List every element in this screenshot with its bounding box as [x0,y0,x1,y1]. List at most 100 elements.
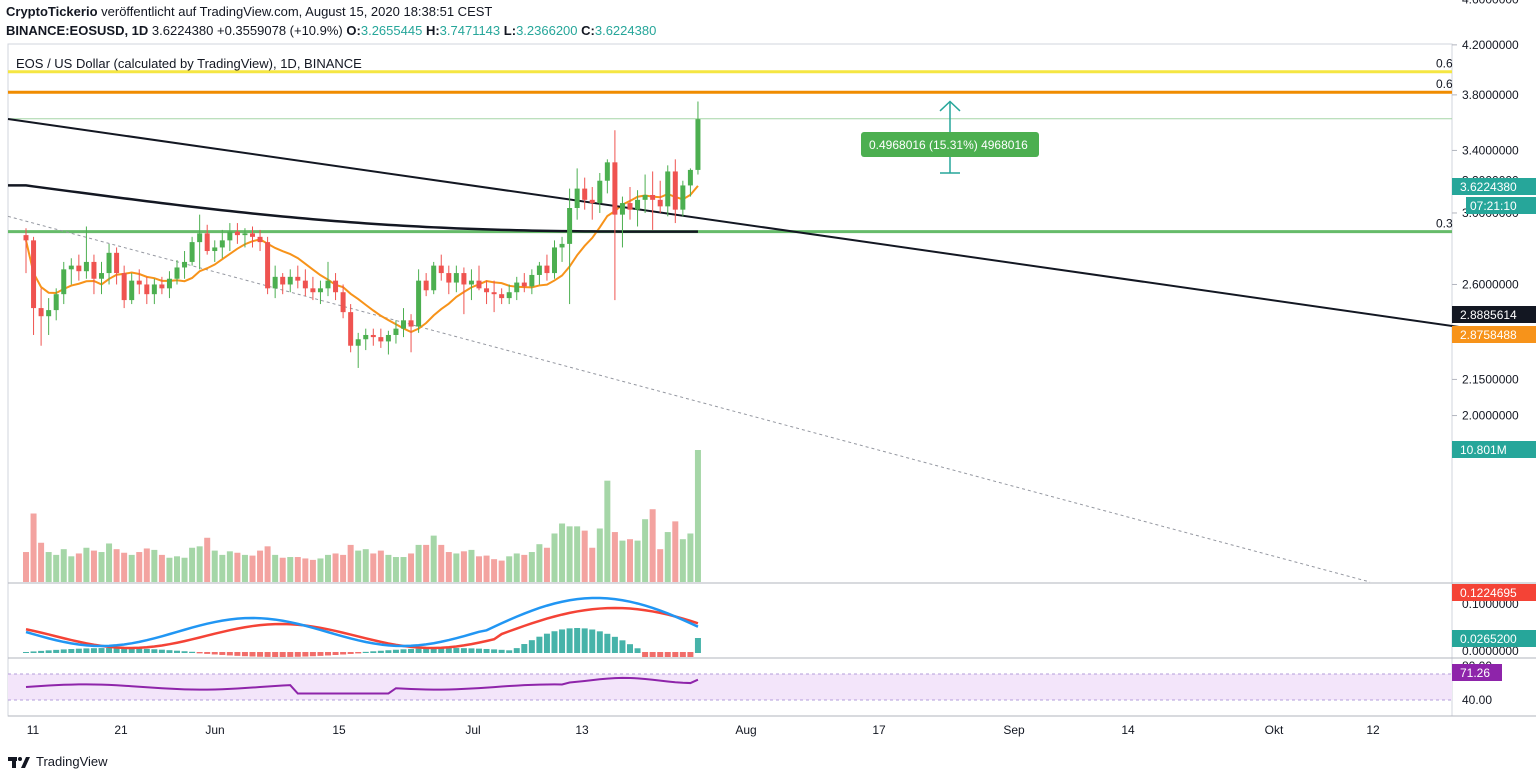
macd-histogram-bar [468,648,475,653]
volume-bar [204,537,211,582]
candle-body [408,320,414,327]
volume-bar [460,551,467,582]
volume-bar [445,552,452,582]
volume-bar [377,550,384,582]
candle-body [272,276,278,289]
macd-histogram-bar [325,652,331,656]
volume-bar [528,552,535,582]
volume-bar [340,554,347,582]
volume-bar [385,554,392,582]
volume-bar [196,546,203,582]
candle-body [333,280,339,293]
macd-histogram-bar [415,648,422,653]
price-badge-label: 07:21:10 [1470,199,1517,213]
candle-body [144,284,150,295]
candle-body [174,267,180,279]
rsi-tick-label: 40.00 [1462,693,1492,707]
macd-histogram-bar [491,649,498,653]
last-price: 3.6224380 [151,23,214,38]
time-tick-label: Jul [465,723,480,737]
volume-bar [687,533,694,582]
macd-badge [1452,584,1536,601]
macd-histogram-bar [445,648,452,653]
macd-histogram-bar [106,648,113,653]
ohlc-header: BINANCE:EOSUSD, 1D 3.6224380 +0.3559078 … [6,23,656,38]
candle-body [61,269,67,295]
low-label: L: [503,23,517,38]
candle-body [151,284,157,295]
price-tick-label: 2.6000000 [1462,277,1519,291]
candle-body [552,247,557,274]
macd-histogram-bar [679,652,686,657]
high-label: H: [425,23,440,38]
candle-body [650,194,656,200]
time-tick-label: 17 [872,723,886,737]
volume-bar [611,532,618,582]
macd-histogram-bar [226,652,233,656]
volume-bar [453,553,460,582]
volume-bar [657,549,664,582]
macd-histogram-bar [189,651,196,653]
candle-body [635,199,641,210]
macd-histogram-bar [151,649,158,653]
candle-body [280,276,286,285]
volume-bar [68,556,75,582]
candle-body [506,292,512,299]
fib-level-label: 0.6 [1436,77,1453,91]
candle-body [438,265,444,274]
volume-bar [106,543,113,582]
macd-histogram-bar [438,648,445,653]
volume-bar [392,557,399,582]
candle-body [468,280,474,285]
volume-bar [302,558,309,582]
macd-histogram-bar [528,640,535,653]
volume-bar [483,555,490,582]
candle-body [257,236,263,243]
macd-histogram-bar [211,652,218,655]
macd-histogram-bar [75,648,82,653]
candle-body [219,240,225,248]
candle-body [114,252,120,274]
volume-bar [174,556,180,582]
tradingview-footer[interactable]: TradingView [8,754,108,769]
volume-bar [521,554,528,582]
volume-bar [679,539,686,582]
publish-info: CryptoTickerio veröffentlicht auf Tradin… [6,4,492,19]
macd-histogram-bar [257,652,264,657]
volume-bar [468,549,475,582]
price-badge-label: 2.8758488 [1460,328,1517,342]
dashed-trendline [7,215,1371,583]
volume-bar [249,555,256,582]
resistance-trendline [7,118,1536,339]
volume-bar [98,552,105,582]
volume-bar [294,557,301,582]
volume-bar [491,559,498,582]
volume-bar [136,552,143,582]
candle-body [325,280,331,289]
volume-bar [642,519,649,582]
volume-bar [664,532,671,582]
volume-bar [151,549,158,582]
volume-bar [90,550,97,582]
macd-histogram-bar [513,648,520,653]
fib-level-label: 0.3 [1436,217,1453,231]
macd-histogram-bar [121,648,128,653]
volume-bar [589,547,596,582]
macd-badge-label: 0.0265200 [1460,632,1517,646]
candle-body [680,185,686,210]
candle-body [604,162,610,181]
time-tick-label: 11 [27,723,40,737]
volume-bar [649,509,656,582]
macd-histogram-bar [694,638,701,653]
macd-histogram-bar [181,651,188,653]
candle-body [385,334,391,342]
macd-histogram-bar [309,652,316,657]
macd-histogram-bar [355,652,362,654]
macd-histogram-bar [60,649,67,653]
time-tick-label: 13 [575,723,589,737]
price-badge-label: 2.8885614 [1460,308,1517,322]
volume-bar [128,554,135,582]
price-change: +0.3559078 (+10.9%) [217,23,343,38]
macd-histogram-bar [672,652,679,657]
